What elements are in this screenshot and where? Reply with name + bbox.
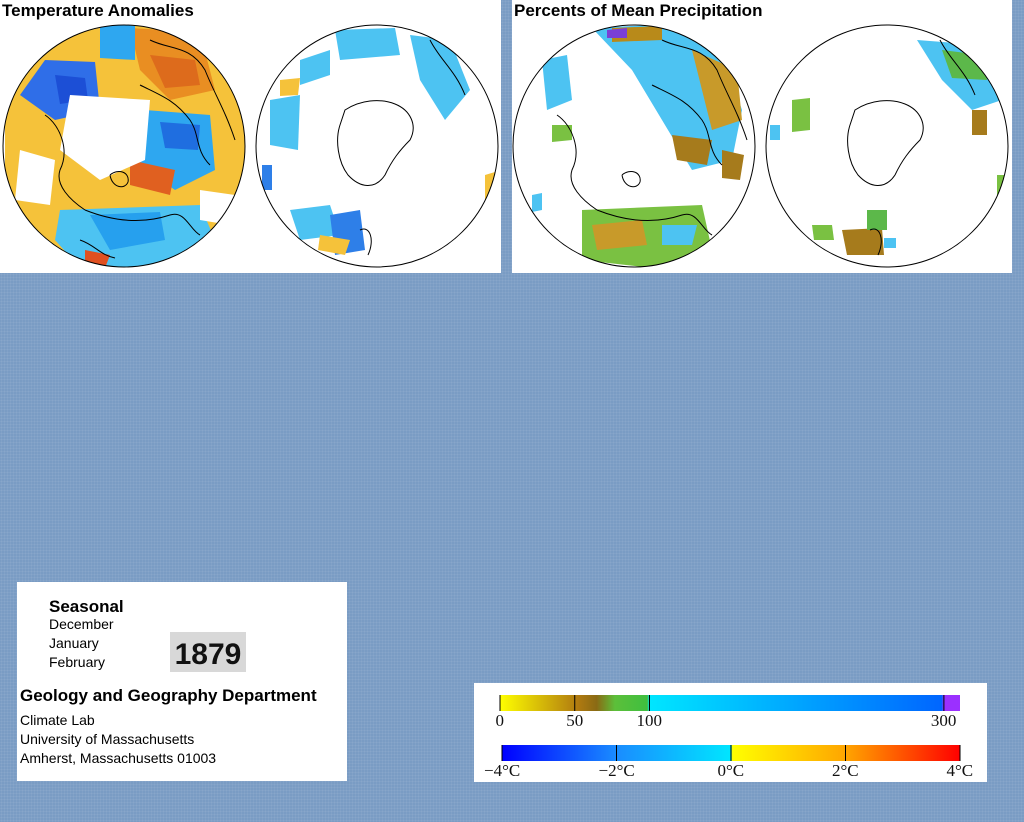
precipitation-tick-label: 300: [930, 711, 957, 730]
temperature-maps: [2, 24, 499, 268]
address: Amherst, Massachusetts 01003: [20, 750, 217, 766]
lab-name: Climate Lab: [20, 712, 95, 728]
temperature-tick-label: −2°C: [598, 761, 635, 780]
legend-panel: 0 50 100 300 −4°C −2°C 0°C 2°C 4°C: [474, 683, 987, 782]
southern-hemisphere-precipitation-map: [765, 24, 1009, 268]
temperature-panel-title: Temperature Anomalies: [0, 0, 196, 21]
temperature-tick-label: 0°C: [717, 761, 745, 780]
month-january: January: [49, 635, 99, 651]
temperature-tick-label: 2°C: [832, 761, 859, 780]
northern-hemisphere-precipitation-map: [512, 24, 756, 268]
temperature-tick-label: −4°C: [484, 761, 521, 780]
temperature-anomalies-panel: Temperature Anomalies: [0, 0, 501, 273]
info-panel: Seasonal December January February 1879 …: [17, 582, 347, 781]
temperature-tick-label: 4°C: [946, 761, 974, 780]
precipitation-tick-label: 0: [495, 711, 505, 730]
precipitation-panel-title: Percents of Mean Precipitation: [512, 0, 765, 21]
precipitation-panel: Percents of Mean Precipitation: [512, 0, 1012, 273]
year-label: 1879: [174, 638, 242, 671]
precipitation-color-bar: [500, 695, 960, 711]
year-background: [170, 632, 246, 672]
northern-hemisphere-temperature-map: [2, 24, 246, 268]
season-label: Seasonal: [49, 597, 124, 616]
month-february: February: [49, 654, 106, 670]
precipitation-maps: [512, 24, 1009, 268]
university-name: University of Massachusetts: [20, 731, 195, 747]
precipitation-tick-label: 50: [566, 711, 584, 730]
department-name: Geology and Geography Department: [20, 686, 317, 705]
precipitation-tick-label: 100: [636, 711, 663, 730]
month-december: December: [49, 616, 114, 632]
legend-color-bars: [499, 695, 961, 761]
southern-hemisphere-temperature-map: [255, 24, 499, 268]
